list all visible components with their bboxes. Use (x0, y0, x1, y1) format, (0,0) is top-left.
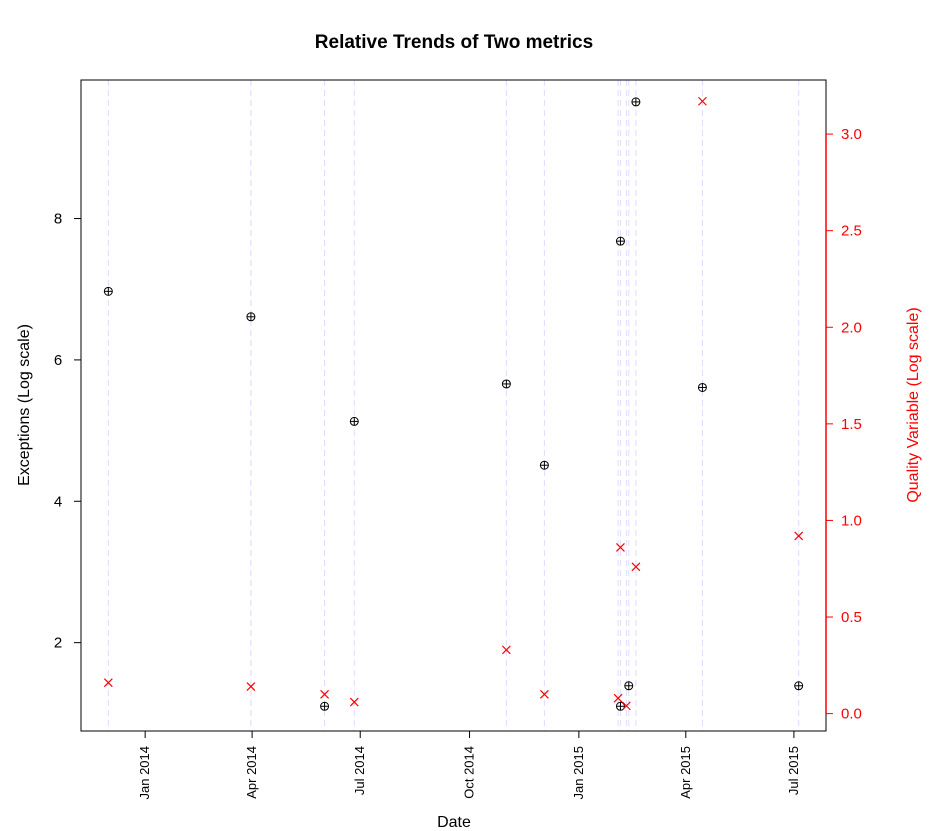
exceptions-point (246, 312, 256, 322)
x-tick-label: Apr 2014 (244, 746, 259, 799)
quality-point (349, 697, 359, 707)
quality-point (320, 689, 330, 699)
y-axis-right: 0.0 0.5 1.0 1.5 2.0 2.5 3.0 (825, 126, 862, 723)
y-right-tick-label: 1.5 (841, 416, 862, 433)
y-left-tick-label: 4 (54, 493, 62, 510)
exceptions-point (615, 701, 625, 711)
x-tick-label: Jan 2014 (137, 746, 152, 800)
quality-point (631, 562, 641, 572)
y-axis-left: 2 4 6 8 (54, 211, 82, 652)
chart-title: Relative Trends of Two metrics (315, 32, 593, 53)
y-axis-left-label: Exceptions (Log scale) (16, 324, 33, 486)
y-right-tick-label: 0.5 (841, 609, 862, 626)
y-left-tick-label: 8 (54, 211, 62, 228)
quality-point (698, 96, 707, 106)
grid-lines (107, 80, 800, 731)
x-tick-label: Jul 2015 (786, 746, 801, 795)
exceptions-point (320, 701, 330, 711)
x-axis: Jan 2014 Apr 2014 Jul 2014 Oct 2014 Jan 2015… (137, 731, 801, 800)
exceptions-point (501, 379, 511, 389)
exceptions-point (631, 97, 641, 107)
x-axis-label: Date (437, 814, 471, 831)
quality-point (613, 693, 623, 703)
exceptions-point (103, 286, 113, 296)
quality-point (794, 531, 804, 541)
quality-point (621, 701, 631, 711)
y-right-tick-label: 3.0 (841, 126, 862, 143)
exceptions-series (103, 97, 804, 711)
exceptions-point (615, 236, 625, 246)
quality-point (616, 543, 625, 552)
x-tick-label: Jan 2015 (571, 746, 586, 800)
exceptions-point (794, 681, 804, 691)
exceptions-point (624, 681, 634, 691)
plot-frame (80, 79, 827, 732)
y-left-tick-label: 6 (54, 352, 62, 369)
exceptions-point (539, 460, 549, 470)
quality-point (501, 645, 511, 655)
y-right-tick-label: 2.5 (841, 223, 862, 240)
x-tick-label: Apr 2015 (678, 746, 693, 799)
x-tick-label: Jul 2014 (352, 746, 367, 795)
exceptions-point (349, 416, 359, 426)
y-right-tick-label: 1.0 (841, 512, 862, 529)
y-right-tick-label: 2.0 (841, 319, 862, 336)
y-axis-right-label: Quality Variable (Log scale) (905, 307, 922, 502)
quality-series (103, 96, 804, 711)
quality-point (246, 682, 256, 691)
exceptions-point (697, 382, 707, 392)
x-tick-label: Oct 2014 (462, 746, 477, 799)
y-right-tick-label: 0.0 (841, 706, 862, 723)
quality-point (103, 678, 113, 688)
quality-point (539, 689, 549, 699)
y-left-tick-label: 2 (54, 635, 62, 652)
